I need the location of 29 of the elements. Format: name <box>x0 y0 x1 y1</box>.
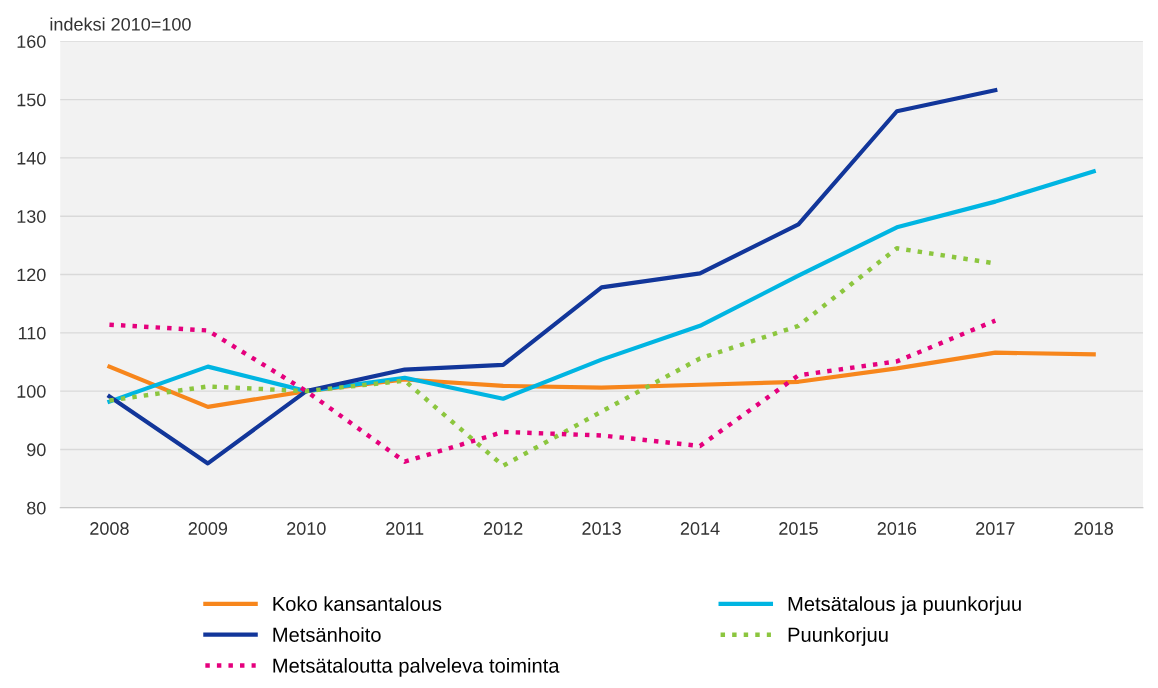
y-tick-label: 120 <box>17 268 46 282</box>
y-axis-title: indeksi 2010=100 <box>50 17 191 31</box>
x-tick-label: 2015 <box>779 522 818 535</box>
line-series <box>107 169 1096 404</box>
line-series <box>107 88 998 466</box>
legend-label: Puunkorjuu <box>788 627 888 646</box>
legend-label: Koko kansantalous <box>273 596 442 612</box>
y-tick-label: 140 <box>17 151 46 165</box>
y-tick-label: 90 <box>27 443 46 457</box>
x-tick-label: 2012 <box>483 522 523 535</box>
x-tick-label: 2016 <box>877 522 917 535</box>
line-series <box>107 318 998 464</box>
x-tick-label: 2010 <box>287 522 326 535</box>
x-tick-label: 2011 <box>386 522 424 535</box>
x-tick-label: 2018 <box>1074 522 1114 535</box>
x-tick-label: 2013 <box>582 522 621 535</box>
x-tick-label: 2008 <box>90 522 129 535</box>
legend-label: Metsänhoito <box>273 627 381 642</box>
x-tick-label: 2017 <box>976 522 1015 535</box>
y-tick-label: 160 <box>17 35 46 48</box>
y-tick-label: 80 <box>27 501 46 515</box>
x-tick-label: 2014 <box>680 522 720 535</box>
legend-label: Metsätalous ja puunkorjuu <box>788 596 1021 616</box>
y-tick-label: 130 <box>17 210 46 223</box>
y-tick-label: 150 <box>17 93 46 107</box>
x-tick-label: 2009 <box>188 522 228 535</box>
y-tick-label: 110 <box>18 326 46 340</box>
legend-label: Metsätaloutta palveleva toiminta <box>273 657 560 677</box>
y-tick-label: 100 <box>17 385 46 398</box>
